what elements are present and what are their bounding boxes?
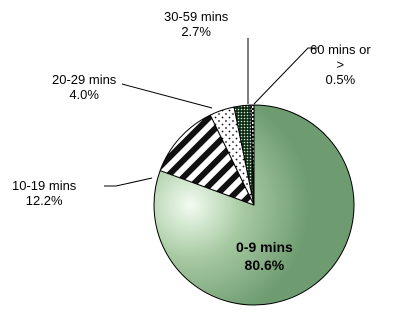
label-20-29-mins-pct: 4.0% [69, 87, 99, 102]
leader-10-19-mins [104, 177, 153, 187]
pie-slice-60-mins-or [250, 104, 255, 206]
pie-slice-10-19-mins [159, 114, 255, 206]
label-60-mins-or-more: 60 mins or > 0.5% [310, 42, 371, 87]
label-0-9-mins: 0-9 mins 80.6% [236, 238, 293, 274]
label-20-29-mins-name: 20-29 mins [52, 72, 117, 87]
leader-lines [104, 38, 318, 187]
label-60-mins-pct: 0.5% [325, 72, 356, 87]
label-30-59-mins: 30-59 mins 2.7% [164, 9, 228, 39]
label-10-19-mins-pct: 12.2% [25, 193, 63, 208]
label-10-19-mins-name: 10-19 mins [12, 178, 77, 193]
label-60-mins-line2: > [336, 57, 345, 72]
leader-60-mins-or-more [253, 47, 318, 105]
label-30-59-mins-pct: 2.7% [181, 24, 211, 39]
label-20-29-mins: 20-29 mins 4.0% [52, 72, 116, 102]
label-60-mins-line1: 60 mins or [310, 42, 371, 57]
label-30-59-mins-name: 30-59 mins [164, 9, 229, 24]
label-10-19-mins: 10-19 mins 12.2% [12, 178, 76, 208]
leader-20-29-mins [121, 83, 213, 109]
pie-slices [153, 104, 355, 306]
label-0-9-mins-name: 0-9 mins [236, 239, 293, 255]
label-0-9-mins-pct: 80.6% [244, 257, 285, 273]
